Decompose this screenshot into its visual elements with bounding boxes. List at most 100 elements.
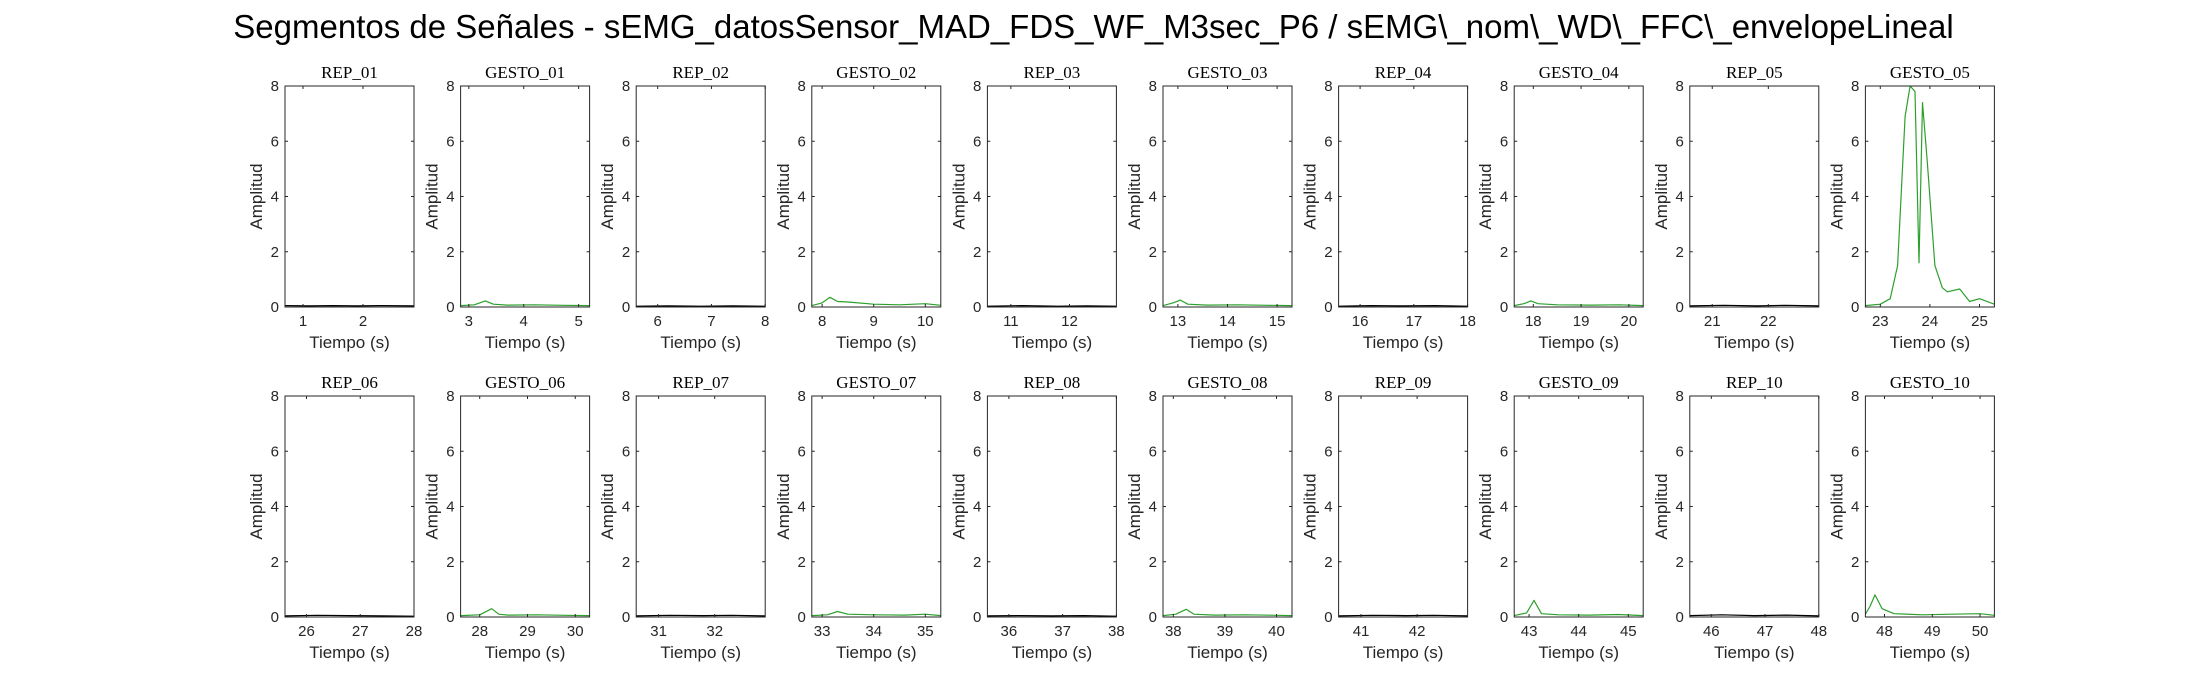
axes-box — [1690, 86, 1819, 307]
y-tick-label: 0 — [1500, 609, 1508, 626]
y-tick-label: 2 — [1324, 554, 1332, 571]
x-tick-label: 18 — [1525, 313, 1542, 330]
x-tick-label: 12 — [1061, 313, 1078, 330]
y-tick-label: 2 — [973, 554, 981, 571]
y-axis-label: Amplitud — [423, 163, 442, 229]
x-axis-label: Tiempo (s) — [836, 333, 917, 352]
y-axis-label: Amplitud — [1301, 473, 1320, 539]
x-tick-label: 18 — [1459, 313, 1476, 330]
x-tick-label: 44 — [1570, 623, 1587, 640]
y-tick-label: 0 — [1149, 609, 1157, 626]
x-axis-label: Tiempo (s) — [660, 643, 741, 662]
x-tick-label: 32 — [706, 623, 723, 640]
x-tick-label: 38 — [1108, 623, 1125, 640]
y-axis-label: Amplitud — [1652, 473, 1671, 539]
y-tick-label: 4 — [973, 499, 981, 516]
y-tick-label: 6 — [1851, 133, 1859, 150]
y-tick-label: 0 — [1324, 609, 1332, 626]
y-tick-label: 8 — [271, 78, 279, 95]
y-tick-label: 8 — [1149, 388, 1157, 405]
subplot-title: GESTO_05 — [1890, 63, 1970, 82]
y-tick-label: 4 — [973, 189, 981, 206]
subplot-title: REP_07 — [672, 373, 729, 392]
axes-box — [987, 396, 1116, 617]
y-tick-label: 8 — [797, 78, 805, 95]
x-axis-label: Tiempo (s) — [1538, 643, 1619, 662]
x-tick-label: 23 — [1872, 313, 1889, 330]
x-tick-label: 9 — [870, 313, 878, 330]
x-tick-label: 7 — [707, 313, 715, 330]
x-tick-label: 13 — [1170, 313, 1187, 330]
x-tick-label: 28 — [471, 623, 488, 640]
x-axis-label: Tiempo (s) — [1714, 333, 1795, 352]
x-tick-label: 42 — [1409, 623, 1426, 640]
series-line — [1865, 595, 1994, 615]
y-tick-label: 4 — [1500, 499, 1508, 516]
x-tick-label: 50 — [1972, 623, 1989, 640]
y-tick-label: 8 — [973, 388, 981, 405]
x-axis-label: Tiempo (s) — [660, 333, 741, 352]
y-tick-label: 8 — [1500, 388, 1508, 405]
y-axis-label: Amplitud — [598, 473, 617, 539]
x-tick-label: 34 — [865, 623, 882, 640]
x-tick-label: 31 — [650, 623, 667, 640]
axes-box — [1514, 86, 1643, 307]
y-tick-label: 2 — [1324, 244, 1332, 261]
axes-box — [1514, 396, 1643, 617]
x-axis-label: Tiempo (s) — [1890, 333, 1971, 352]
axes-box — [461, 396, 590, 617]
subplot-title: REP_05 — [1726, 63, 1783, 82]
y-tick-label: 6 — [1851, 443, 1859, 460]
subplot-title: GESTO_02 — [836, 63, 916, 82]
y-tick-label: 6 — [1324, 443, 1332, 460]
y-tick-label: 2 — [1149, 554, 1157, 571]
x-tick-label: 24 — [1922, 313, 1939, 330]
subplot-title: GESTO_06 — [485, 373, 565, 392]
y-tick-label: 2 — [622, 554, 630, 571]
x-axis-label: Tiempo (s) — [485, 643, 566, 662]
x-tick-label: 16 — [1352, 313, 1369, 330]
axes-box — [812, 86, 941, 307]
x-tick-label: 11 — [1003, 313, 1019, 330]
x-tick-label: 45 — [1620, 623, 1637, 640]
y-tick-label: 0 — [973, 609, 981, 626]
series-line — [1163, 609, 1292, 615]
x-tick-label: 10 — [917, 313, 934, 330]
y-axis-label: Amplitud — [774, 473, 793, 539]
x-tick-label: 36 — [1001, 623, 1018, 640]
x-axis-label: Tiempo (s) — [1012, 643, 1093, 662]
x-tick-label: 39 — [1217, 623, 1234, 640]
y-tick-label: 6 — [973, 133, 981, 150]
y-tick-label: 0 — [622, 609, 630, 626]
x-tick-label: 14 — [1219, 313, 1236, 330]
y-tick-label: 0 — [1851, 609, 1859, 626]
axes-box — [285, 396, 414, 617]
x-tick-label: 43 — [1521, 623, 1538, 640]
axes-box — [1163, 86, 1292, 307]
figure-title: Segmentos de Señales - sEMG_datosSensor_… — [0, 8, 2187, 46]
x-tick-label: 5 — [574, 313, 582, 330]
axes-box — [812, 396, 941, 617]
y-tick-label: 8 — [446, 388, 454, 405]
x-tick-label: 49 — [1924, 623, 1941, 640]
y-axis-label: Amplitud — [949, 473, 968, 539]
x-axis-label: Tiempo (s) — [1187, 333, 1268, 352]
y-tick-label: 0 — [1324, 299, 1332, 316]
y-tick-label: 6 — [271, 443, 279, 460]
x-tick-label: 1 — [299, 313, 307, 330]
x-tick-label: 4 — [520, 313, 528, 330]
y-tick-label: 8 — [622, 78, 630, 95]
y-tick-label: 8 — [1500, 78, 1508, 95]
x-tick-label: 35 — [917, 623, 934, 640]
subplot-title: GESTO_03 — [1188, 63, 1268, 82]
y-tick-label: 4 — [1149, 499, 1157, 516]
x-axis-label: Tiempo (s) — [485, 333, 566, 352]
x-tick-label: 3 — [465, 313, 473, 330]
series-line — [812, 612, 941, 616]
